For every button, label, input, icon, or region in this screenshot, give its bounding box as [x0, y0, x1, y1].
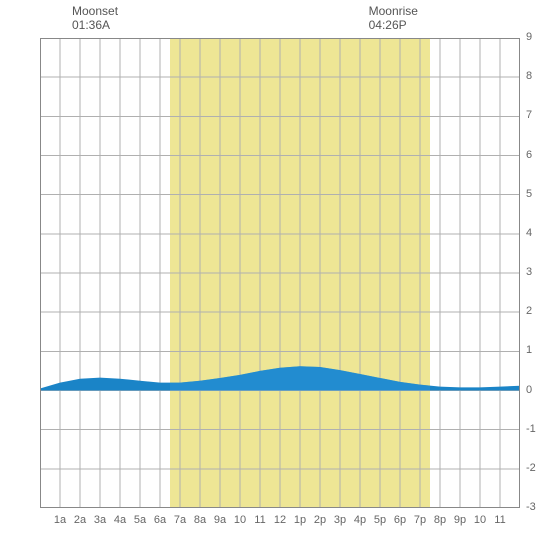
x-tick-label: 9p	[450, 514, 470, 526]
x-tick-label: 6a	[150, 514, 170, 526]
x-tick-label: 7a	[170, 514, 190, 526]
plot-area	[40, 38, 520, 508]
x-tick-label: 3p	[330, 514, 350, 526]
x-tick-label: 12	[270, 514, 290, 526]
y-tick-label: -1	[526, 423, 544, 435]
y-tick-label: 4	[526, 227, 544, 239]
x-tick-label: 11	[490, 514, 510, 526]
x-tick-label: 7p	[410, 514, 430, 526]
x-tick-label: 10	[230, 514, 250, 526]
y-tick-label: 0	[526, 384, 544, 396]
y-tick-label: -2	[526, 462, 544, 474]
x-tick-label: 5p	[370, 514, 390, 526]
x-tick-label: 9a	[210, 514, 230, 526]
tide-chart: Moonset 01:36A Moonrise 04:26P -3-2-1012…	[0, 0, 550, 550]
x-tick-label: 4p	[350, 514, 370, 526]
y-tick-label: 5	[526, 188, 544, 200]
y-tick-label: 7	[526, 109, 544, 121]
x-tick-label: 8a	[190, 514, 210, 526]
x-tick-label: 5a	[130, 514, 150, 526]
x-tick-label: 11	[250, 514, 270, 526]
moonrise-title: Moonrise	[369, 4, 418, 18]
x-tick-label: 10	[470, 514, 490, 526]
moonrise-time: 04:26P	[369, 18, 418, 32]
moonset-title: Moonset	[72, 4, 118, 18]
y-tick-label: 2	[526, 305, 544, 317]
y-tick-label: 1	[526, 344, 544, 356]
x-tick-label: 2a	[70, 514, 90, 526]
x-tick-label: 1a	[50, 514, 70, 526]
y-tick-label: 8	[526, 70, 544, 82]
x-tick-label: 8p	[430, 514, 450, 526]
plot-svg	[40, 38, 520, 508]
moonset-time: 01:36A	[72, 18, 118, 32]
y-tick-label: 6	[526, 149, 544, 161]
moonset-label: Moonset 01:36A	[72, 4, 118, 32]
y-tick-label: -3	[526, 501, 544, 513]
x-tick-label: 2p	[310, 514, 330, 526]
y-tick-label: 9	[526, 31, 544, 43]
x-tick-label: 6p	[390, 514, 410, 526]
x-tick-label: 1p	[290, 514, 310, 526]
y-tick-label: 3	[526, 266, 544, 278]
x-tick-label: 4a	[110, 514, 130, 526]
x-tick-label: 3a	[90, 514, 110, 526]
moonrise-label: Moonrise 04:26P	[369, 4, 418, 32]
